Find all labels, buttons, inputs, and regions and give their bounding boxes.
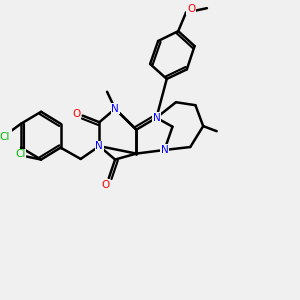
Text: Cl: Cl — [0, 132, 10, 142]
Text: O: O — [72, 109, 80, 119]
Text: N: N — [152, 113, 160, 123]
Text: N: N — [95, 141, 103, 151]
Text: Cl: Cl — [15, 149, 26, 159]
Text: N: N — [111, 104, 119, 114]
Text: O: O — [101, 180, 110, 190]
Text: N: N — [160, 145, 168, 155]
Text: O: O — [187, 4, 195, 14]
